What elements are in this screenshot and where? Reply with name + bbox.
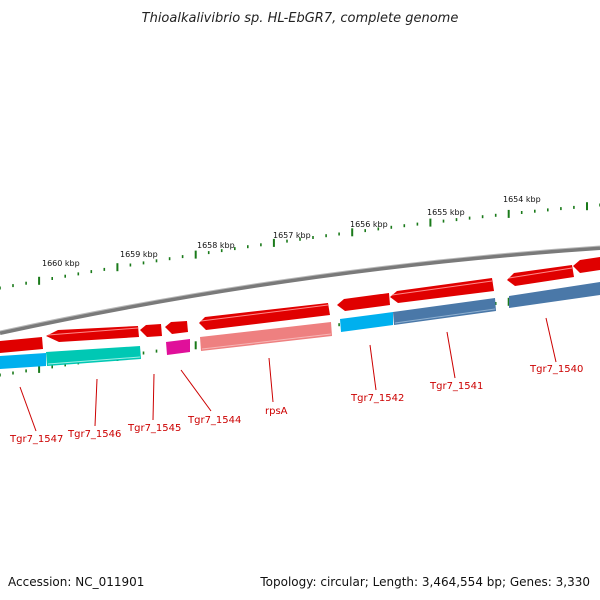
gene-label[interactable]: Tgr7_1542 bbox=[350, 393, 404, 404]
scale-label: 1656 kbp bbox=[350, 220, 388, 229]
gene-labels: Tgr7_1547 Tgr7_1546 Tgr7_1545 Tgr7_1544 … bbox=[9, 317, 583, 445]
leader-line bbox=[152, 373, 155, 421]
leader-line bbox=[545, 317, 557, 363]
cds-arrow[interactable] bbox=[0, 337, 43, 353]
cds-highlight bbox=[391, 280, 493, 296]
gene-label[interactable]: rpsA bbox=[265, 406, 288, 417]
feature-block[interactable] bbox=[509, 282, 600, 308]
cds-arrow[interactable] bbox=[199, 303, 330, 330]
scale-label: 1660 kbp bbox=[42, 259, 80, 268]
feature-block[interactable] bbox=[340, 312, 393, 332]
cds-highlight bbox=[200, 304, 329, 322]
scale-labels: 1660 kbp 1659 kbp 1658 kbp 1657 kbp 1656… bbox=[42, 195, 541, 268]
gene-label[interactable]: Tgr7_1546 bbox=[67, 429, 121, 440]
leader-line bbox=[369, 344, 377, 391]
cds-arrow[interactable] bbox=[165, 321, 188, 334]
feature-highlight bbox=[394, 308, 496, 324]
cds-highlight bbox=[508, 267, 573, 279]
gene-label[interactable]: Tgr7_1544 bbox=[187, 415, 241, 426]
leader-line bbox=[268, 357, 274, 403]
leader-line bbox=[180, 369, 212, 412]
accession-text: Accession: NC_011901 bbox=[8, 575, 144, 589]
feature-block[interactable] bbox=[0, 353, 46, 369]
feature-block[interactable] bbox=[393, 298, 496, 325]
feature-block[interactable] bbox=[46, 346, 141, 366]
topology-text: Topology: circular; Length: 3,464,554 bp… bbox=[259, 575, 590, 589]
cds-highlight bbox=[47, 327, 139, 336]
feature-block[interactable] bbox=[166, 339, 190, 355]
map-title: Thioalkalivibrio sp. HL-EbGR7, complete … bbox=[142, 11, 459, 26]
genome-backbone-highlight bbox=[0, 245, 600, 332]
genome-backbone bbox=[0, 246, 600, 335]
cds-arrow[interactable] bbox=[390, 278, 494, 303]
feature-highlight bbox=[201, 333, 332, 350]
gene-label[interactable]: Tgr7_1547 bbox=[9, 434, 63, 445]
gene-label[interactable]: Tgr7_1540 bbox=[529, 364, 583, 375]
gene-label[interactable]: Tgr7_1541 bbox=[429, 381, 483, 392]
cds-arrow[interactable] bbox=[573, 257, 600, 273]
feature-highlight bbox=[47, 356, 141, 365]
scale-label: 1659 kbp bbox=[120, 250, 158, 259]
cds-arrow[interactable] bbox=[337, 293, 390, 311]
leader-line bbox=[446, 331, 456, 379]
feature-track bbox=[0, 282, 600, 369]
outer-tick-ring bbox=[0, 202, 600, 290]
scale-label: 1658 kbp bbox=[197, 241, 235, 250]
cds-arrow[interactable] bbox=[140, 324, 162, 337]
cds-arrow[interactable] bbox=[507, 265, 574, 286]
scale-label: 1654 kbp bbox=[503, 195, 541, 204]
leader-line bbox=[19, 386, 37, 432]
scale-label: 1655 kbp bbox=[427, 208, 465, 217]
scale-label: 1657 kbp bbox=[273, 231, 311, 240]
gene-label[interactable]: Tgr7_1545 bbox=[127, 423, 181, 434]
cds-track bbox=[0, 257, 600, 353]
feature-block[interactable] bbox=[200, 322, 332, 351]
leader-line bbox=[94, 378, 98, 427]
